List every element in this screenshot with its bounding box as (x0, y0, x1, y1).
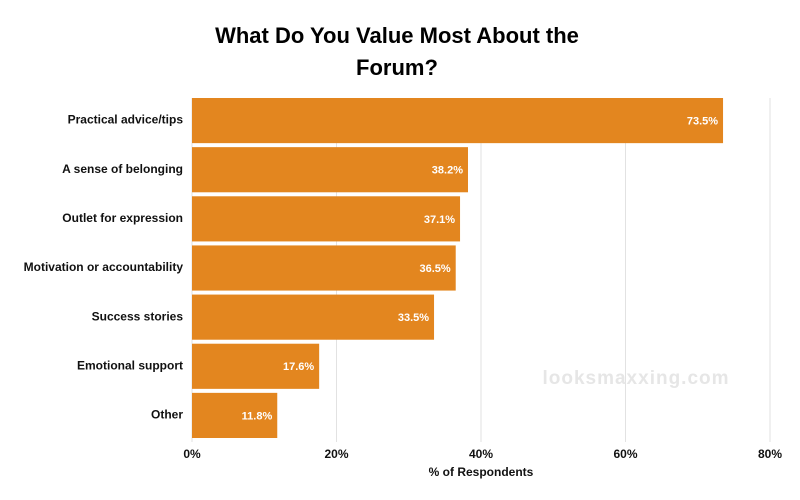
watermark: looksmaxxing.com (542, 368, 729, 389)
chart-title: What Do You Value Most About the Forum? (215, 23, 579, 80)
y-tick-label: Success stories (92, 309, 184, 323)
x-tick-label: 60% (613, 447, 637, 461)
x-axis-label: % of Respondents (429, 465, 534, 479)
bar (192, 196, 461, 242)
value-label: 33.5% (398, 312, 429, 324)
y-tick-label: Motivation or accountability (24, 260, 184, 274)
bar (192, 98, 724, 144)
y-tick-label: Practical advice/tips (68, 113, 184, 127)
bar (192, 343, 320, 389)
value-label: 37.1% (424, 214, 455, 226)
value-label: 17.6% (283, 361, 314, 373)
bar (192, 294, 435, 340)
x-tick-label: 80% (758, 447, 782, 461)
value-label: 38.2% (432, 165, 463, 177)
x-tick-label: 0% (183, 447, 201, 461)
x-tick-label: 20% (324, 447, 348, 461)
value-label: 73.5% (687, 115, 718, 127)
y-tick-label: Outlet for expression (62, 211, 183, 225)
y-tick-label: A sense of belonging (62, 162, 183, 176)
y-tick-label: Emotional support (77, 358, 183, 372)
bar (192, 245, 456, 291)
y-tick-label: Other (151, 408, 183, 422)
value-label: 36.5% (420, 263, 451, 275)
bar (192, 392, 278, 438)
bar (192, 147, 468, 193)
value-label: 11.8% (242, 410, 273, 422)
x-tick-label: 40% (469, 447, 493, 461)
